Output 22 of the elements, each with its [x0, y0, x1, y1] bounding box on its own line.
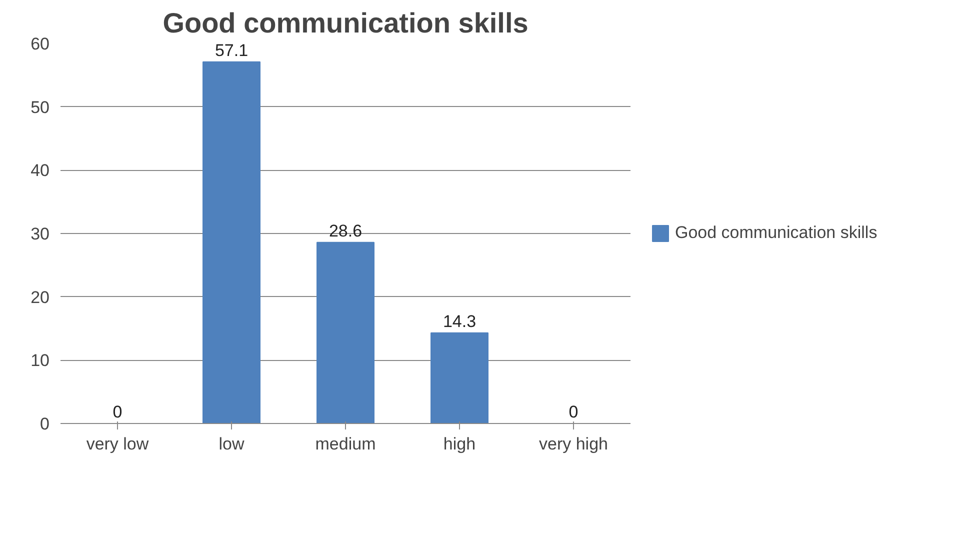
x-tick-label: very low — [86, 434, 150, 454]
data-label: 28.6 — [328, 221, 362, 240]
x-tick-label: medium — [315, 434, 376, 454]
data-label: 0 — [568, 402, 578, 422]
legend-label: Good communication skills — [675, 223, 878, 243]
data-label: 57.1 — [214, 40, 248, 60]
y-tick-label: 30 — [30, 224, 50, 244]
bar — [316, 242, 374, 424]
bar — [202, 61, 260, 424]
x-tick-label: very high — [539, 434, 608, 454]
x-tick-label: high — [443, 434, 476, 454]
data-label: 0 — [112, 402, 122, 422]
y-tick-label: 60 — [30, 34, 50, 54]
bar — [430, 332, 488, 424]
y-tick-label: 50 — [30, 98, 50, 117]
y-tick-label: 40 — [30, 161, 50, 180]
data-label: 14.3 — [442, 312, 476, 331]
y-tick-label: 0 — [40, 414, 50, 434]
chart-title: Good communication skills — [162, 8, 528, 38]
x-tick-label: low — [218, 434, 245, 454]
y-tick-label: 10 — [30, 351, 50, 370]
y-tick-label: 20 — [30, 288, 50, 307]
